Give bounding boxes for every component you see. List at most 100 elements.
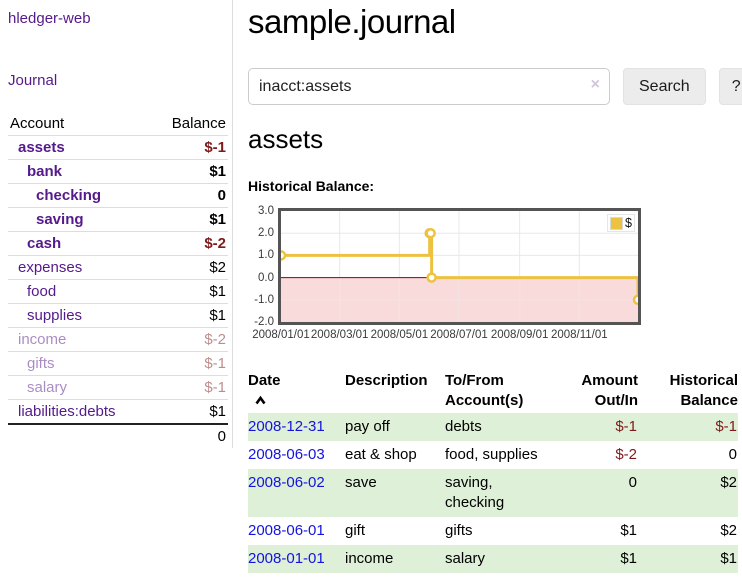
account-link-checking[interactable]: checking [36, 187, 102, 204]
account-balance: $-2 [151, 231, 228, 256]
header-description: Description [345, 372, 428, 389]
account-row: saving $1 [8, 207, 228, 232]
transactions-table: Date Description To/From Account(s) Amoun… [248, 369, 738, 573]
account-row: checking 0 [8, 183, 228, 208]
account-row: food $1 [8, 279, 228, 304]
transaction-row[interactable]: 2008-01-01 income salary $1 $1 [248, 545, 738, 573]
account-balance: $-1 [151, 135, 228, 160]
main-content: sample.journal × Search ? assets Histori… [233, 0, 742, 573]
help-button[interactable]: ? [718, 68, 742, 105]
legend-label: $ [625, 216, 632, 230]
account-row: gifts $-1 [8, 351, 228, 376]
account-link-bank[interactable]: bank [27, 163, 63, 180]
transaction-amount: $-2 [615, 446, 637, 463]
sidebar-item-journal[interactable]: Journal [8, 72, 58, 89]
transactions-header-row: Date Description To/From Account(s) Amoun… [248, 369, 738, 413]
account-link-food[interactable]: food [27, 283, 57, 300]
transaction-accounts: saving, checking [445, 469, 553, 517]
search-button[interactable]: Search [623, 68, 706, 105]
account-link-supplies[interactable]: supplies [27, 307, 83, 324]
transaction-amount: 0 [553, 469, 638, 517]
accounts-header-row: Account Balance [8, 112, 228, 136]
chart-plot-area[interactable]: $ [278, 208, 641, 325]
account-link-expenses[interactable]: expenses [18, 259, 83, 276]
transaction-accounts: food, supplies [445, 446, 538, 463]
account-row: salary $-1 [8, 375, 228, 400]
account-row: liabilities:debts $1 [8, 399, 228, 424]
account-balance: $-1 [151, 351, 228, 376]
account-link-saving[interactable]: saving [36, 211, 84, 228]
transaction-accounts: salary [445, 545, 553, 573]
transaction-date-link[interactable]: 2008-06-01 [248, 522, 325, 539]
transaction-balance: $1 [638, 545, 738, 573]
chart-title: Historical Balance: [248, 178, 375, 194]
account-balance: $1 [151, 207, 228, 232]
account-balance: $1 [151, 159, 228, 184]
account-link-salary[interactable]: salary [27, 379, 68, 396]
transaction-date-link[interactable]: 2008-01-01 [248, 550, 325, 567]
account-balance: $-2 [151, 327, 228, 352]
transaction-row[interactable]: 2008-06-01 gift gifts $1 $2 [248, 517, 738, 545]
account-row: bank $1 [8, 159, 228, 184]
account-balance: $1 [151, 399, 228, 424]
chart-y-axis-labels: 3.0 2.0 1.0 0.0 -1.0 -2.0 [254, 205, 274, 328]
header-tofrom-accounts: To/From Account(s) [445, 372, 524, 409]
accounts-table: Account Balance assets $-1 bank $1 check… [8, 112, 228, 448]
account-row: cash $-2 [8, 231, 228, 256]
page-title: sample.journal [248, 3, 456, 40]
transaction-date-link[interactable]: 2008-12-31 [248, 418, 325, 435]
transaction-amount: $-1 [553, 413, 638, 441]
accounts-total-value: 0 [151, 423, 228, 448]
transaction-balance: $2 [638, 469, 738, 517]
transaction-balance: $2 [720, 522, 737, 539]
chart-canvas[interactable] [281, 211, 638, 322]
clear-search-icon[interactable]: × [590, 76, 600, 93]
sidebar: hledger-web Journal Account Balance asse… [0, 0, 233, 448]
account-link-assets[interactable]: assets [18, 139, 65, 156]
header-historical-balance: Historical Balance [669, 372, 738, 409]
account-row: expenses $2 [8, 255, 228, 280]
transaction-amount: $1 [620, 522, 637, 539]
header-date[interactable]: Date [248, 369, 345, 413]
transaction-accounts: gifts [445, 522, 473, 539]
account-link-cash[interactable]: cash [27, 235, 62, 252]
chart-legend: $ [607, 214, 635, 232]
accounts-header-account: Account [10, 115, 65, 132]
chart-x-axis-labels: 2008/01/01 2008/03/01 2008/05/01 2008/07/01… [252, 329, 608, 341]
account-balance: 0 [151, 183, 228, 208]
transaction-description: pay off [345, 413, 445, 441]
account-balance: $1 [151, 279, 228, 304]
transaction-description: eat & shop [345, 446, 417, 463]
search-input[interactable] [248, 68, 610, 105]
transaction-description: save [345, 469, 445, 517]
account-link-liabilities-debts[interactable]: liabilities:debts [18, 403, 116, 420]
account-balance: $2 [151, 255, 228, 280]
account-row: supplies $1 [8, 303, 228, 328]
historical-balance-chart: 3.0 2.0 1.0 0.0 -1.0 -2.0 $ 2008/01/01 2008/03… [248, 205, 742, 348]
legend-swatch-icon [610, 216, 624, 230]
account-row: assets $-1 [8, 135, 228, 160]
transaction-amount: $1 [553, 545, 638, 573]
accounts-total-row: 0 [8, 423, 228, 448]
transaction-date-link[interactable]: 2008-06-02 [248, 474, 325, 491]
account-row: income $-2 [8, 327, 228, 352]
account-balance: $1 [151, 303, 228, 328]
transaction-accounts: debts [445, 413, 553, 441]
transaction-date-link[interactable]: 2008-06-03 [248, 446, 325, 463]
sort-ascending-icon [254, 392, 345, 412]
search-form: × Search ? [248, 68, 742, 105]
account-heading: assets [248, 124, 324, 154]
transaction-balance: $-1 [638, 413, 738, 441]
transaction-balance: 0 [728, 446, 737, 463]
transaction-description: gift [345, 522, 366, 539]
account-balance: $-1 [151, 375, 228, 400]
transaction-row[interactable]: 2008-06-03 eat & shop food, supplies $-2… [248, 441, 738, 469]
app-brand-link[interactable]: hledger-web [8, 10, 91, 27]
account-link-gifts[interactable]: gifts [27, 355, 55, 372]
transaction-row[interactable]: 2008-12-31 pay off debts $-1 $-1 [248, 413, 738, 441]
account-link-income[interactable]: income [18, 331, 67, 348]
transaction-description: income [345, 545, 445, 573]
transaction-row[interactable]: 2008-06-02 save saving, checking 0 $2 [248, 469, 738, 517]
accounts-header-balance: Balance [171, 115, 226, 132]
